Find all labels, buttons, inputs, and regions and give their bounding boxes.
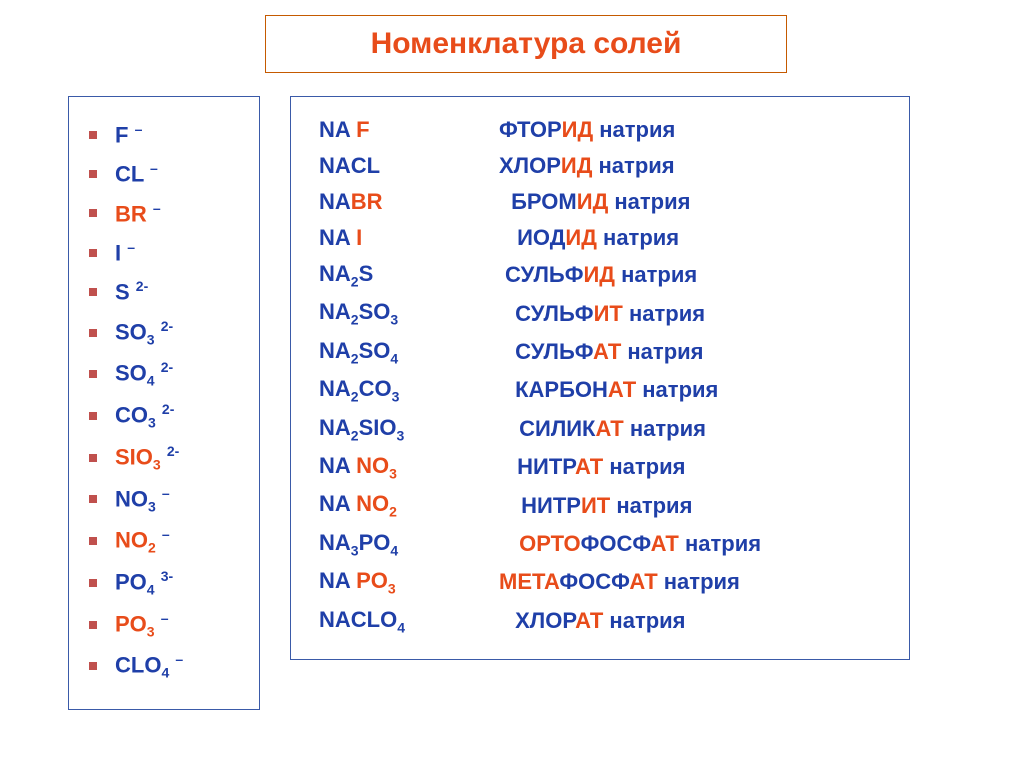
salt-row: NaClO4 Хлорат натрия: [319, 607, 899, 635]
anion-formula: Br –: [115, 200, 161, 227]
bullet-icon: [89, 170, 97, 178]
salt-formula: Na PO3: [319, 568, 499, 596]
anion-formula: Cl –: [115, 160, 158, 187]
salt-formula: Na F: [319, 117, 499, 143]
salt-name: Хлорат натрия: [509, 608, 686, 634]
anion-row: Br –: [89, 200, 249, 227]
bullet-icon: [89, 131, 97, 139]
salt-formula: Na NO3: [319, 453, 499, 481]
salt-list-box: Na FФторид натрияNaClХлорид натрияNaBr Б…: [290, 96, 910, 660]
salt-row: Na NO2 Нитрит натрия: [319, 491, 899, 519]
salt-formula: Na2S: [319, 261, 499, 289]
salt-name: Сульфид натрия: [505, 262, 697, 288]
bullet-icon: [89, 209, 97, 217]
salt-name: Нитрит натрия: [515, 493, 692, 519]
anion-row: PO3 –: [89, 610, 249, 640]
salt-formula: Na2SiO3: [319, 415, 499, 443]
salt-row: Na FФторид натрия: [319, 117, 899, 143]
anion-row: Cl –: [89, 160, 249, 187]
anion-formula: F –: [115, 121, 142, 148]
anion-formula: SO4 2-: [115, 359, 173, 389]
salt-row: Na2SO3 Сульфит натрия: [319, 299, 899, 327]
page-title: Номенклатура солей: [371, 27, 682, 61]
anion-formula: ClO4 –: [115, 651, 183, 681]
bullet-icon: [89, 329, 97, 337]
anion-formula: I –: [115, 239, 135, 266]
salt-formula: Na I: [319, 225, 499, 251]
anion-row: SO3 2-: [89, 318, 249, 348]
anion-formula: CO3 2-: [115, 401, 174, 431]
bullet-icon: [89, 370, 97, 378]
salt-row: Na PO3Метафосфат натрия: [319, 568, 899, 596]
anion-row: F –: [89, 121, 249, 148]
salt-name: Карбонат натрия: [509, 377, 718, 403]
anion-row: ClO4 –: [89, 651, 249, 681]
salt-name: Метафосфат натрия: [499, 569, 740, 595]
anion-formula: SiO3 2-: [115, 443, 179, 473]
bullet-icon: [89, 288, 97, 296]
salt-name: Хлорид натрия: [499, 153, 675, 179]
salt-formula: Na3PO4: [319, 530, 499, 558]
bullet-icon: [89, 249, 97, 257]
anion-row: NO3 –: [89, 485, 249, 515]
anion-row: NO2 –: [89, 526, 249, 556]
salt-name: Силикат натрия: [513, 416, 706, 442]
anion-row: I –: [89, 239, 249, 266]
salt-name: Иодид натрия: [511, 225, 679, 251]
salt-row: Na NO3 Нитрат натрия: [319, 453, 899, 481]
salt-formula: NaCl: [319, 153, 499, 179]
anion-row: SiO3 2-: [89, 443, 249, 473]
anion-row: SO4 2-: [89, 359, 249, 389]
title-box: Номенклатура солей: [265, 15, 787, 73]
salt-row: Na2SСульфид натрия: [319, 261, 899, 289]
salt-name: Ортофосфат натрия: [513, 531, 761, 557]
salt-name: Сульфит натрия: [509, 301, 705, 327]
bullet-icon: [89, 579, 97, 587]
anion-formula: NO2 –: [115, 526, 170, 556]
anion-formula: NO3 –: [115, 485, 170, 515]
salt-formula: Na2SO3: [319, 299, 499, 327]
salt-formula: NaBr: [319, 189, 499, 215]
salt-row: Na2SO4 Сульфат натрия: [319, 338, 899, 366]
salt-name: Фторид натрия: [499, 117, 675, 143]
bullet-icon: [89, 537, 97, 545]
salt-row: Na I Иодид натрия: [319, 225, 899, 251]
anion-row: S 2-: [89, 278, 249, 305]
anion-list-box: F – Cl – Br – I – S 2- SO3 2- SO4 2- CO3 2- SiO3…: [68, 96, 260, 710]
salt-row: Na3PO4 Ортофосфат натрия: [319, 530, 899, 558]
salt-row: NaClХлорид натрия: [319, 153, 899, 179]
bullet-icon: [89, 662, 97, 670]
anion-row: PO4 3-: [89, 568, 249, 598]
salt-formula: NaClO4: [319, 607, 499, 635]
salt-formula: Na2CO3: [319, 376, 499, 404]
anion-formula: SO3 2-: [115, 318, 173, 348]
salt-name: Сульфат натрия: [509, 339, 704, 365]
anion-formula: PO3 –: [115, 610, 169, 640]
salt-name: Бромид натрия: [505, 189, 690, 215]
bullet-icon: [89, 495, 97, 503]
bullet-icon: [89, 621, 97, 629]
bullet-icon: [89, 454, 97, 462]
anion-row: CO3 2-: [89, 401, 249, 431]
salt-row: NaBr Бромид натрия: [319, 189, 899, 215]
salt-formula: Na NO2: [319, 491, 499, 519]
salt-formula: Na2SO4: [319, 338, 499, 366]
anion-formula: S 2-: [115, 278, 148, 305]
salt-name: Нитрат натрия: [511, 454, 685, 480]
anion-formula: PO4 3-: [115, 568, 173, 598]
bullet-icon: [89, 412, 97, 420]
salt-row: Na2CO3 Карбонат натрия: [319, 376, 899, 404]
salt-row: Na2SiO3 Силикат натрия: [319, 415, 899, 443]
